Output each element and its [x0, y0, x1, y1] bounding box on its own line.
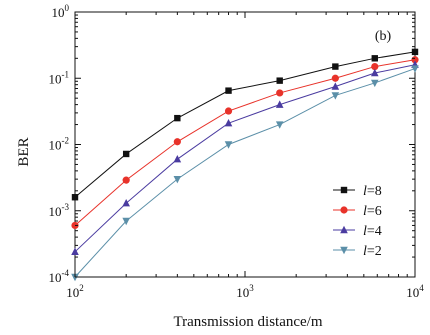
legend-label: l=4	[363, 224, 382, 239]
legend-item: l=6	[333, 204, 382, 219]
x-tick-label: 104	[406, 283, 424, 300]
tick-layer: 102 103 104 10-4 10-3 10-2 10-1 100	[49, 3, 425, 300]
data-point	[331, 82, 340, 90]
series-line	[74, 68, 416, 278]
data-point	[371, 55, 378, 62]
series-1	[71, 48, 419, 201]
data-point	[332, 63, 339, 70]
data-point	[370, 79, 379, 88]
data-point	[174, 114, 181, 122]
panel-label: (b)	[375, 29, 392, 44]
series-3	[71, 60, 419, 256]
data-point	[122, 199, 130, 207]
series-2	[71, 56, 419, 230]
data-point	[224, 141, 233, 149]
legend-item: l=2	[333, 244, 382, 259]
data-point	[122, 150, 130, 158]
y-tick-label: 10-4	[49, 268, 70, 285]
data-point	[122, 176, 130, 184]
y-tick-label: 10-2	[49, 136, 70, 153]
data-point	[276, 89, 284, 97]
data-point	[411, 48, 419, 56]
legend-item: l=4	[333, 224, 382, 239]
legend-label: l=6	[363, 204, 382, 219]
data-point	[122, 217, 130, 226]
data-point	[224, 107, 233, 115]
legend-marker	[340, 246, 348, 255]
legend: l=8 l=6 l=4 l=2	[333, 184, 382, 259]
series-line	[74, 51, 416, 198]
data-point	[411, 65, 419, 73]
data-point	[331, 92, 340, 100]
data-point	[71, 247, 79, 256]
y-tick-label: 10-1	[49, 69, 70, 86]
y-tick-label: 10-3	[49, 202, 70, 219]
data-point	[225, 87, 232, 94]
legend-marker	[340, 206, 348, 214]
series-line	[74, 64, 416, 253]
data-point	[370, 68, 379, 77]
data-point	[173, 138, 181, 146]
data-point	[276, 77, 283, 84]
data-point	[331, 74, 339, 82]
data-point	[71, 194, 79, 201]
legend-label: l=8	[363, 184, 382, 199]
data-point	[173, 175, 182, 184]
x-tick-label: 103	[236, 283, 254, 300]
data-point	[275, 100, 284, 108]
y-axis-label: BER	[16, 137, 32, 166]
x-tick-label: 102	[66, 283, 84, 300]
data-point	[224, 118, 233, 127]
data-point	[173, 154, 182, 163]
legend-marker	[340, 186, 348, 194]
x-axis-label: Transmission distance/m	[173, 314, 322, 330]
y-tick-label: 100	[52, 3, 70, 20]
legend-label: l=2	[363, 244, 382, 259]
legend-item: l=8	[333, 184, 382, 199]
series-layer	[71, 48, 419, 282]
legend-marker	[340, 225, 348, 234]
data-point	[275, 121, 284, 129]
series-line	[74, 59, 416, 226]
data-point	[371, 62, 379, 71]
